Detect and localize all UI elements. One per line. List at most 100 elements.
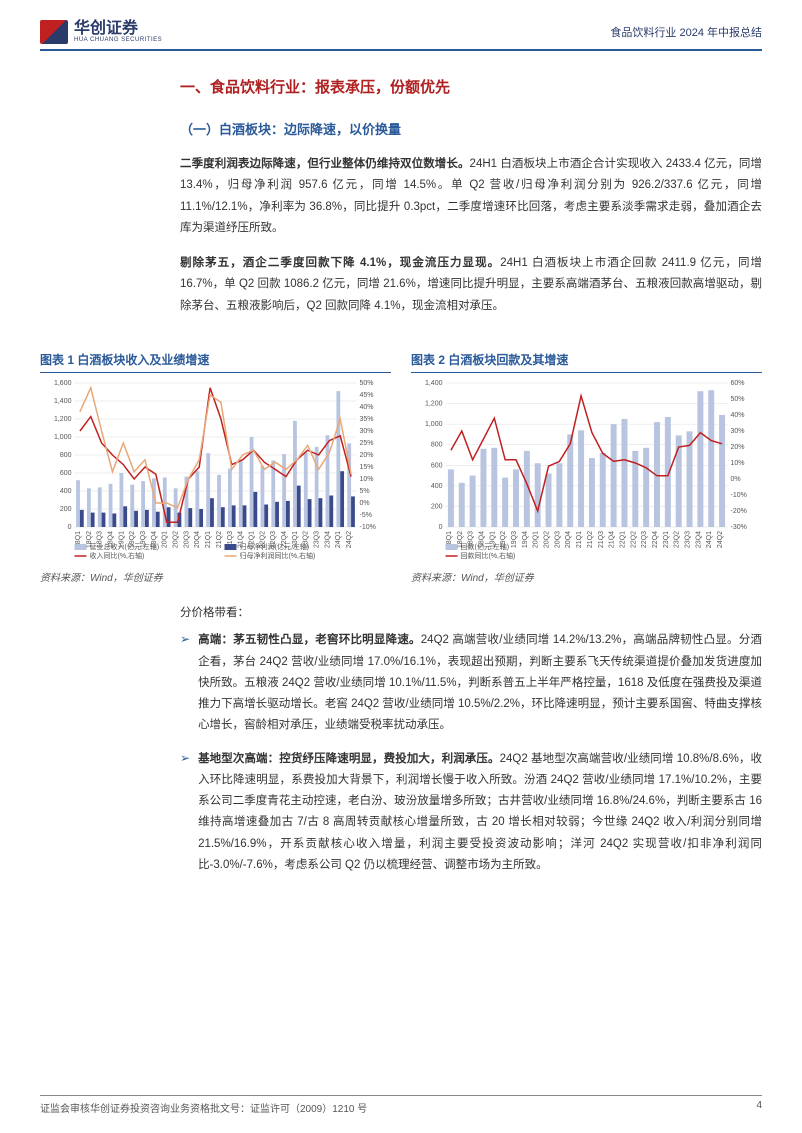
svg-text:24Q2: 24Q2 [346,531,353,548]
svg-text:1,400: 1,400 [54,398,72,405]
svg-text:10%: 10% [360,476,374,483]
heading-1: 一、食品饮料行业：报表承压，份额优先 [180,76,762,97]
svg-text:23Q1: 23Q1 [663,531,670,548]
svg-text:归母净利润同比(%,右轴): 归母净利润同比(%,右轴) [240,551,316,560]
svg-text:21Q4: 21Q4 [609,531,616,548]
chart-1: 0 200 400 600 800 1,000 1,200 1,400 1,600 -10% -5%… [40,377,391,567]
svg-text:1,400: 1,400 [425,380,443,387]
svg-text:600: 600 [60,470,72,477]
svg-text:21Q1: 21Q1 [576,531,583,548]
p1-bold: 二季度利润表边际降速，但行业整体仍维持双位数增长。 [180,158,470,170]
svg-text:1,200: 1,200 [425,401,443,408]
svg-text:20Q4: 20Q4 [194,531,201,548]
svg-text:-20%: -20% [731,508,747,515]
heading-2: （一）白酒板块：边际降速，以价换量 [180,119,762,138]
svg-text:-30%: -30% [731,524,747,531]
chart-1-col: 图表 1 白酒板块收入及业绩增速 0 200 400 600 800 1,000 1,200… [40,351,391,585]
svg-text:19Q3: 19Q3 [511,531,518,548]
page-footer: 证监会审核华创证券投资咨询业务资格批文号：证监许可（2009）1210 号 4 [40,1095,762,1115]
chart-2: 0 200 400 600 800 1,000 1,200 1,400 -30% -20% -10%… [411,377,762,567]
svg-text:-5%: -5% [360,512,372,519]
svg-text:35%: 35% [360,416,374,423]
page-header: 华创证券 HUA CHUANG SECURITIES 食品饮料行业 2024 年… [0,0,802,49]
svg-text:22Q3: 22Q3 [641,531,648,548]
chart-2-col: 图表 2 白酒板块回款及其增速 0 200 400 600 800 1,000 1,200 1… [411,351,762,585]
svg-text:50%: 50% [731,396,745,403]
svg-text:24Q1: 24Q1 [335,531,342,548]
paragraph-1: 二季度利润表边际降速，但行业整体仍维持双位数增长。24H1 白酒板块上市酒企合计… [180,154,762,239]
svg-text:20Q2: 20Q2 [173,531,180,548]
svg-text:1,000: 1,000 [54,434,72,441]
svg-text:21Q2: 21Q2 [587,531,594,548]
chart-2-title: 图表 2 白酒板块回款及其增速 [411,351,762,368]
svg-text:0%: 0% [731,476,741,483]
svg-text:23Q4: 23Q4 [324,531,331,548]
svg-text:50%: 50% [360,380,374,387]
svg-text:200: 200 [60,506,72,513]
b1-bold: 高端：茅五韧性凸显，老窖环比明显降速。 [198,634,421,646]
svg-text:5%: 5% [360,488,370,495]
svg-text:20Q3: 20Q3 [183,531,190,548]
svg-text:40%: 40% [731,412,745,419]
footer-left: 证监会审核华创证券投资咨询业务资格批文号：证监许可（2009）1210 号 [40,1100,367,1115]
svg-text:20Q1: 20Q1 [162,531,169,548]
svg-text:23Q3: 23Q3 [314,531,321,548]
svg-text:21Q1: 21Q1 [205,531,212,548]
svg-text:收入同比(%,右轴): 收入同比(%,右轴) [90,551,145,560]
p2-bold: 剔除茅五，酒企二季度回款下降 4.1%，现金流压力显现。 [180,257,500,269]
chart-1-rule [40,372,391,374]
svg-text:30%: 30% [731,428,745,435]
b2-bold: 基地型次高端：控货纾压降速明显，费投加大，利润承压。 [198,753,500,765]
svg-text:-10%: -10% [360,524,376,531]
doc-title: 食品饮料行业 2024 年中报总结 [610,24,762,40]
svg-text:25%: 25% [360,440,374,447]
svg-text:45%: 45% [360,392,374,399]
svg-text:21Q3: 21Q3 [598,531,605,548]
svg-text:营业总收入(亿元,左轴): 营业总收入(亿元,左轴) [90,542,160,551]
svg-text:22Q1: 22Q1 [619,531,626,548]
svg-text:24Q1: 24Q1 [706,531,713,548]
svg-text:40%: 40% [360,404,374,411]
svg-text:20Q1: 20Q1 [533,531,540,548]
svg-text:回款(亿元,左轴): 回款(亿元,左轴) [461,542,510,551]
b2-rest: 24Q2 基地型次高端营收/业绩同增 10.8%/8.6%，收入环比降速明显，系… [198,753,762,871]
svg-text:800: 800 [60,452,72,459]
svg-text:24Q2: 24Q2 [717,531,724,548]
chart-2-source: 资料来源：Wind，华创证券 [411,569,762,584]
logo: 华创证券 HUA CHUANG SECURITIES [40,20,162,44]
svg-text:-10%: -10% [731,492,747,499]
sub-lead: 分价格带看： [180,604,762,620]
svg-text:0%: 0% [360,500,370,507]
svg-text:60%: 60% [731,380,745,387]
footer-page-number: 4 [756,1100,762,1115]
bullet-arrow-icon: ➢ [180,632,190,736]
content-2: 分价格带看： ➢ 高端：茅五韧性凸显，老窖环比明显降速。24Q2 高端营收/业绩… [0,584,802,898]
bullet-2: ➢ 基地型次高端：控货纾压降速明显，费投加大，利润承压。24Q2 基地型次高端营… [180,749,762,877]
main-content: 一、食品饮料行业：报表承压，份额优先 （一）白酒板块：边际降速，以价换量 二季度… [0,51,802,341]
svg-text:0: 0 [439,524,443,531]
b1-rest: 24Q2 高端营收/业绩同增 14.2%/13.2%，高端品牌韧性凸显。分酒企看… [198,634,762,731]
svg-text:400: 400 [60,488,72,495]
paragraph-2: 剔除茅五，酒企二季度回款下降 4.1%，现金流压力显现。24H1 白酒板块上市酒… [180,253,762,317]
svg-text:1,000: 1,000 [425,422,443,429]
svg-text:23Q3: 23Q3 [685,531,692,548]
chart-2-rule [411,372,762,374]
bullet-arrow-icon: ➢ [180,751,190,877]
svg-text:23Q4: 23Q4 [695,531,702,548]
svg-text:20%: 20% [360,452,374,459]
svg-text:1,600: 1,600 [54,380,72,387]
chart-1-title: 图表 1 白酒板块收入及业绩增速 [40,351,391,368]
svg-text:800: 800 [431,442,443,449]
svg-text:1,200: 1,200 [54,416,72,423]
logo-en: HUA CHUANG SECURITIES [74,37,162,43]
bullet-1: ➢ 高端：茅五韧性凸显，老窖环比明显降速。24Q2 高端营收/业绩同增 14.2… [180,630,762,736]
svg-text:20Q4: 20Q4 [565,531,572,548]
svg-text:600: 600 [431,463,443,470]
svg-text:20%: 20% [731,444,745,451]
svg-text:0: 0 [68,524,72,531]
svg-text:30%: 30% [360,428,374,435]
svg-text:归母净利润(亿元,左轴): 归母净利润(亿元,左轴) [240,542,310,551]
svg-text:20Q3: 20Q3 [554,531,561,548]
svg-text:200: 200 [431,504,443,511]
svg-text:400: 400 [431,483,443,490]
